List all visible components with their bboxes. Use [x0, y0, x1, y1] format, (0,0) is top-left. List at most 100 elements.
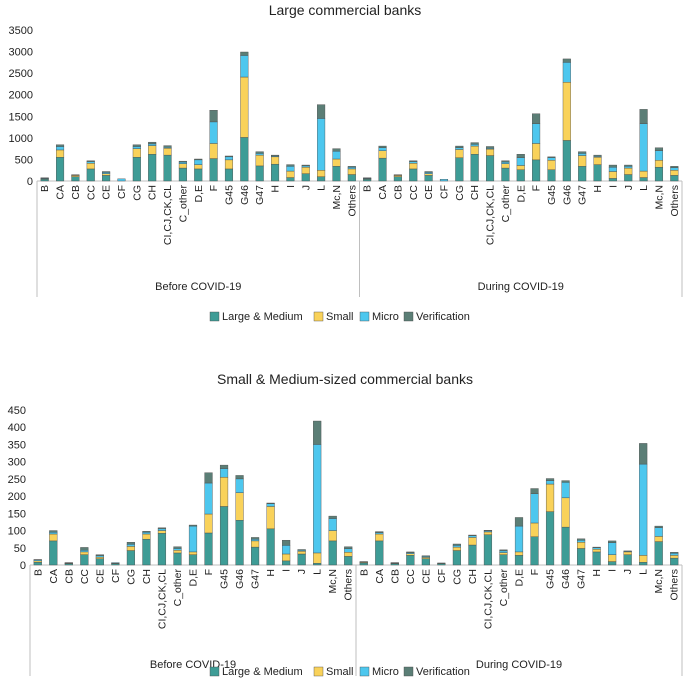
small-banks-legend-label-large-medium: Large & Medium: [222, 666, 303, 678]
small-banks-bar-verification: [251, 537, 259, 539]
small-banks-bar-large-medium: [34, 562, 42, 565]
large-banks-category-label: CG: [131, 185, 143, 201]
large-banks-category-label: CH: [469, 185, 481, 200]
large-banks-bar-micro: [225, 157, 233, 160]
small-banks-bar-small: [500, 553, 508, 555]
large-banks-category-label: G46: [239, 185, 251, 205]
large-banks-bar-micro: [502, 162, 510, 164]
small-banks-y-tick-label: 0: [20, 560, 26, 572]
large-banks-legend-swatch-small: [314, 312, 323, 321]
small-banks-category-label: CC: [405, 569, 417, 585]
small-banks-bar-verification: [313, 421, 321, 444]
large-banks-bar-verification: [271, 155, 279, 156]
large-banks-bar-small: [317, 170, 325, 176]
small-banks-bar-micro: [127, 544, 135, 546]
large-banks-bar-verification: [594, 155, 602, 156]
small-banks-bar-small: [80, 552, 88, 555]
large-banks-bar-small: [578, 156, 586, 167]
large-banks-category-label: CB: [392, 185, 404, 200]
large-banks-bar-small: [409, 163, 417, 169]
large-banks-bar-large-medium: [333, 166, 341, 181]
large-banks-bar-micro: [56, 146, 64, 149]
small-banks-bar-verification: [220, 465, 228, 468]
small-banks-bar-small: [49, 534, 57, 541]
large-banks-bar-large-medium: [455, 158, 463, 181]
large-banks-bar-large-medium: [210, 159, 218, 181]
large-banks-bar-verification: [379, 146, 387, 148]
large-banks-y-tick-label: 1000: [9, 133, 33, 145]
large-banks-bar-small: [348, 169, 356, 175]
large-banks-bar-large-medium: [517, 170, 525, 181]
small-banks-category-label: G45: [219, 569, 231, 589]
large-banks-legend-label-verification: Verification: [416, 311, 470, 323]
small-banks-category-label: G46: [234, 569, 246, 589]
small-banks-category-label: C_other: [498, 569, 510, 607]
small-banks-category-label: F: [529, 569, 541, 575]
small-banks-bar-verification: [282, 540, 290, 545]
large-banks-bar-verification: [317, 105, 325, 119]
small-banks-bar-small: [267, 506, 275, 528]
large-banks-bar-small: [609, 172, 617, 179]
large-banks-category-label: F: [531, 185, 543, 191]
small-banks-bar-micro: [158, 529, 166, 531]
large-banks-bar-large-medium: [72, 177, 80, 181]
large-banks-bar-micro: [640, 124, 648, 171]
large-banks-category-label: Others: [346, 185, 358, 217]
large-banks-bar-large-medium: [379, 158, 387, 181]
small-banks-bar-micro: [143, 532, 151, 534]
large-banks-category-label: CA: [55, 185, 67, 200]
large-banks-bar-small: [133, 149, 141, 158]
small-banks-y-tick-label: 100: [8, 526, 26, 538]
small-banks-category-label: L: [312, 569, 324, 575]
small-banks-bar-verification: [158, 528, 166, 529]
small-banks-legend-swatch-small: [314, 667, 323, 676]
large-banks-bar-micro: [240, 55, 248, 77]
large-banks-bar-large-medium: [133, 157, 141, 181]
small-banks-bar-micro: [251, 539, 259, 541]
small-banks-bar-verification: [236, 475, 244, 478]
small-banks-bar-small: [205, 514, 213, 533]
large-banks-category-label: G46: [561, 185, 573, 205]
small-banks-bar-verification: [469, 535, 477, 536]
large-banks-bar-small: [256, 155, 264, 166]
small-banks-category-label: G45: [545, 569, 557, 589]
small-banks-category-label: C_other: [172, 569, 184, 607]
large-banks-bar-large-medium: [624, 175, 632, 181]
small-banks-category-label: CF: [110, 569, 122, 583]
large-banks-bar-large-medium: [271, 164, 279, 181]
small-banks-bar-large-medium: [127, 551, 135, 565]
large-banks-legend-swatch-verification: [404, 312, 413, 321]
large-banks-bar-large-medium: [486, 156, 494, 181]
small-banks-bar-micro: [282, 545, 290, 554]
large-banks-bar-small: [640, 171, 648, 177]
large-banks-bar-large-medium: [594, 165, 602, 181]
small-banks-bar-micro: [96, 556, 104, 557]
large-banks-bar-small: [655, 160, 663, 167]
small-banks-bar-large-medium: [236, 520, 244, 565]
large-banks-bar-large-medium: [102, 175, 110, 181]
large-banks-category-label: CG: [454, 185, 466, 201]
large-banks-bar-verification: [56, 145, 64, 147]
large-banks-bar-verification: [578, 152, 586, 154]
large-banks-category-label: CI,CJ,CK,CL: [162, 185, 174, 245]
large-banks-chart-svg: Large commercial banks050010001500200025…: [0, 0, 690, 340]
large-banks-category-label: Others: [669, 185, 681, 217]
large-banks-bar-verification: [256, 152, 264, 154]
small-banks-bar-small: [562, 498, 570, 527]
small-banks-bar-large-medium: [639, 562, 647, 565]
small-banks-y-tick-label: 250: [8, 474, 26, 486]
large-banks-bar-verification: [287, 165, 295, 167]
small-banks-bar-large-medium: [375, 541, 383, 565]
large-banks-category-label: CA: [377, 185, 389, 200]
large-banks-category-label: G47: [577, 185, 589, 205]
large-banks-bar-verification: [563, 59, 571, 62]
small-banks-bar-small: [158, 531, 166, 534]
large-banks-category-label: CB: [70, 185, 82, 200]
small-banks-category-label: J: [622, 569, 634, 574]
small-banks-bar-verification: [531, 489, 539, 494]
large-banks-category-label: CC: [85, 185, 97, 201]
small-banks-bar-micro: [174, 548, 182, 550]
small-banks-bar-large-medium: [438, 564, 446, 565]
